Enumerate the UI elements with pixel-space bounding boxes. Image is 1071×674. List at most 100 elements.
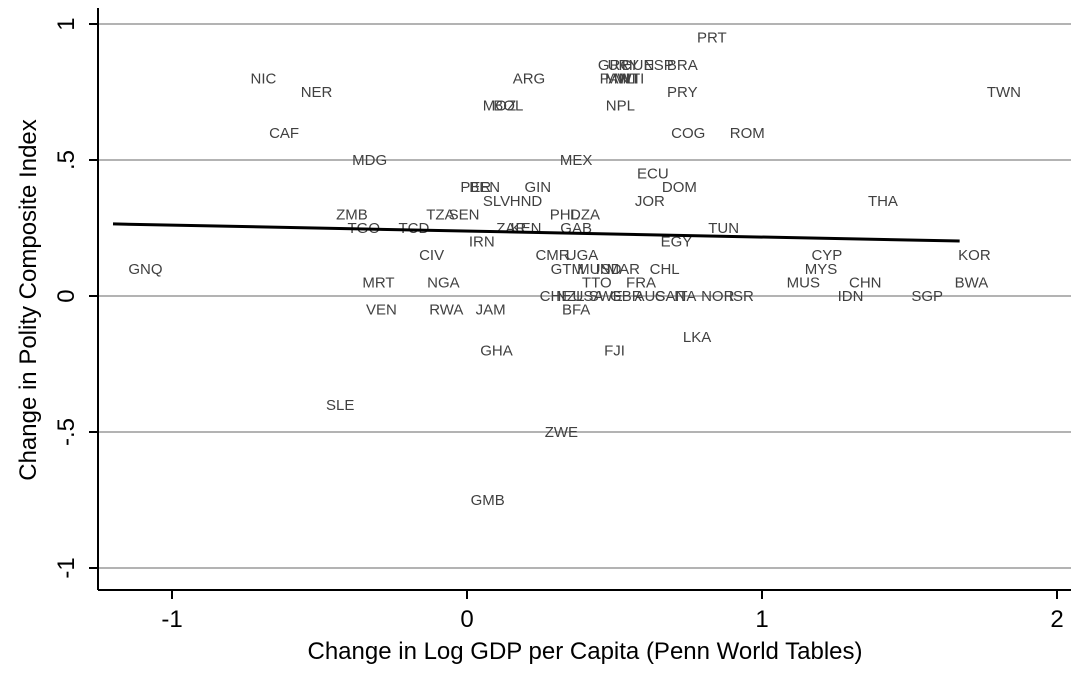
point-label-bra: BRA — [667, 57, 698, 74]
point-label-usa: USA — [573, 288, 604, 305]
point-label-ind: IND — [596, 261, 622, 278]
point-label-per: PER — [460, 179, 491, 196]
point-label-grc: GRC — [598, 57, 632, 74]
point-label-mus: MUS — [577, 261, 610, 278]
point-label-caf: CAF — [269, 125, 299, 142]
point-label-gha: GHA — [480, 342, 513, 359]
point-label-chn: CHN — [849, 274, 882, 291]
point-label-aus: AUS — [634, 288, 665, 305]
point-label-uga: UGA — [566, 247, 599, 264]
point-label-tto: TTO — [582, 274, 612, 291]
point-label-rwa: RWA — [429, 302, 463, 319]
y-tick-label: 0 — [53, 289, 80, 302]
y-tick-label: .5 — [53, 150, 80, 170]
y-tick-label: -.5 — [53, 418, 80, 446]
point-label-dom: DOM — [662, 179, 697, 196]
fit-line-group — [112, 222, 960, 243]
point-label-zwe: ZWE — [545, 424, 578, 441]
point-label-gtm: GTM — [551, 261, 584, 278]
point-label-nzl: NZL — [556, 288, 584, 305]
point-label-civ: CIV — [419, 247, 444, 264]
point-label-esp: ESP — [644, 57, 674, 74]
point-label-sen: SEN — [449, 206, 480, 223]
point-label-slv: SLV — [483, 193, 510, 210]
point-label-bfa: BFA — [562, 302, 590, 319]
point-label-tcd: TCD — [398, 220, 429, 237]
point-label-jor: JOR — [635, 193, 665, 210]
point-label-ita: ITA — [674, 288, 696, 305]
point-label-mar: MAR — [607, 261, 641, 278]
point-label-isr: ISR — [729, 288, 754, 305]
point-label-fra: FRA — [626, 274, 656, 291]
point-label-twn: TWN — [987, 84, 1021, 101]
point-label-che: CHE — [540, 288, 572, 305]
axes — [89, 8, 1071, 599]
point-label-arg: ARG — [513, 70, 546, 87]
point-label-mli: MLI — [614, 70, 639, 87]
x-tick-label: -1 — [161, 606, 182, 633]
point-label-mdg: MDG — [352, 152, 387, 169]
point-label-ury: URY — [608, 57, 639, 74]
point-label-swe: SWE — [589, 288, 623, 305]
point-label-nor: NOR — [701, 288, 735, 305]
gridlines — [98, 23, 1071, 569]
point-label-rom: ROM — [730, 125, 765, 142]
y-axis-title: Change in Polity Composite Index — [15, 119, 42, 481]
tick-labels: -1 -.5 0 .5 1 -1 0 1 2 — [53, 17, 1064, 633]
point-label-gin: GIN — [524, 179, 551, 196]
point-label-mrt: MRT — [362, 274, 394, 291]
point-label-moz: MOZ — [483, 98, 516, 115]
point-label-zmb: ZMB — [336, 206, 368, 223]
point-label-idn: IDN — [838, 288, 864, 305]
point-label-bol: BOL — [493, 98, 523, 115]
point-label-phl: PHL — [550, 206, 579, 223]
point-label-dza: DZA — [570, 206, 600, 223]
point-label-irn: IRN — [469, 234, 495, 251]
point-label-pan: PAN — [600, 70, 630, 87]
point-label-fji: FJI — [604, 342, 625, 359]
point-label-ben: BEN — [469, 179, 500, 196]
point-label-mys: MYS — [805, 261, 838, 278]
x-axis-title: Change in Log GDP per Capita (Penn World… — [308, 638, 863, 665]
point-label-lka: LKA — [683, 329, 711, 346]
x-tick-label: 0 — [460, 606, 473, 633]
point-label-tza: TZA — [426, 206, 454, 223]
y-tick-label: 1 — [53, 17, 80, 30]
point-label-cmr: CMR — [535, 247, 569, 264]
point-label-hnd: HND — [510, 193, 543, 210]
point-label-tha: THA — [868, 193, 898, 210]
point-label-kor: KOR — [958, 247, 991, 264]
point-label-gmb: GMB — [471, 492, 505, 509]
point-label-hti: HTI — [620, 70, 644, 87]
point-label-chl: CHL — [650, 261, 680, 278]
point-label-sle: SLE — [326, 397, 354, 414]
point-label-npl: NPL — [606, 98, 635, 115]
point-label-cyp: CYP — [811, 247, 842, 264]
point-label-egy: EGY — [661, 234, 693, 251]
point-label-mus: MUS — [787, 274, 820, 291]
point-label-pry: PRY — [667, 84, 698, 101]
point-label-ven: VEN — [366, 302, 397, 319]
point-label-cog: COG — [671, 125, 705, 142]
point-label-mwi: MWI — [605, 70, 636, 87]
point-label-bwa: BWA — [955, 274, 989, 291]
point-label-ken: KEN — [511, 220, 542, 237]
fit-line — [112, 222, 960, 243]
point-label-gnq: GNQ — [128, 261, 162, 278]
point-label-can: CAN — [655, 288, 687, 305]
x-tick-label: 2 — [1050, 606, 1063, 633]
point-label-nga: NGA — [427, 274, 460, 291]
point-label-sgp: SGP — [911, 288, 943, 305]
point-label-mex: MEX — [560, 152, 593, 169]
point-label-ner: NER — [301, 84, 333, 101]
x-tick-label: 1 — [755, 606, 768, 633]
point-label-gbr: GBR — [610, 288, 643, 305]
point-label-hun: HUN — [622, 57, 655, 74]
point-label-nic: NIC — [251, 70, 277, 87]
point-label-jam: JAM — [476, 302, 506, 319]
point-label-prt: PRT — [697, 30, 727, 47]
point-label-ecu: ECU — [637, 166, 669, 183]
